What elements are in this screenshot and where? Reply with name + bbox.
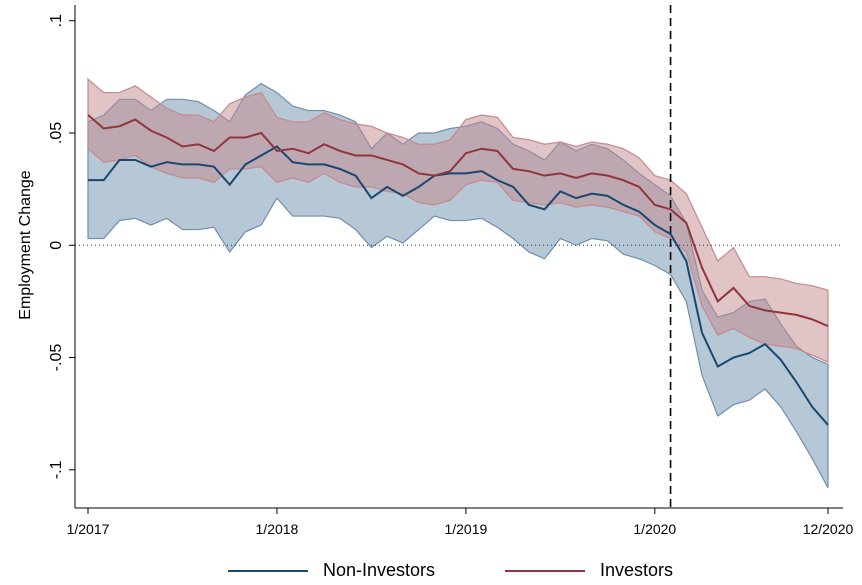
legend-label: Investors xyxy=(600,560,673,580)
y-tick-label: .05 xyxy=(48,122,65,144)
y-axis-label: Employment Change xyxy=(17,170,34,320)
series-line xyxy=(87,114,829,328)
x-tick-label: 1/2017 xyxy=(67,521,110,537)
series-line xyxy=(88,145,829,426)
y-tick-label: .1 xyxy=(48,14,65,27)
x-tick-label: 12/2020 xyxy=(803,521,854,537)
x-tick-label: 1/2018 xyxy=(256,521,299,537)
legend-label: Non-Investors xyxy=(323,560,435,580)
y-tick-label: -.1 xyxy=(48,460,65,479)
x-tick-label: 1/2020 xyxy=(633,521,676,537)
y-tick-label: 0 xyxy=(48,241,65,250)
y-tick-label: -.05 xyxy=(48,344,65,372)
x-tick-label: 1/2019 xyxy=(444,521,487,537)
